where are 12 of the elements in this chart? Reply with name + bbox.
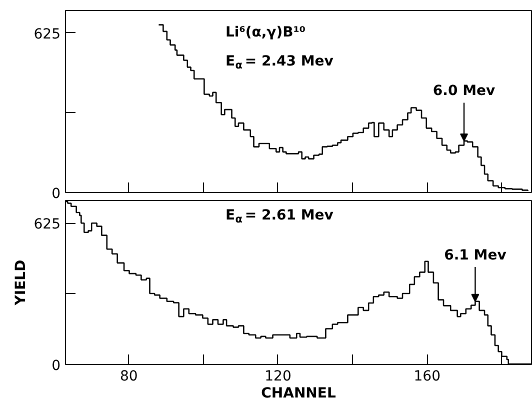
annotation: 6.1 Mev bbox=[444, 248, 506, 264]
x-axis-title: CHANNEL bbox=[261, 386, 336, 402]
y-axis-title: YIELD bbox=[12, 260, 29, 306]
y-tick-label: 0 bbox=[52, 186, 61, 202]
y-tick-label: 0 bbox=[52, 358, 61, 374]
x-tick-label: 80 bbox=[120, 368, 138, 384]
x-tick-label: 160 bbox=[414, 368, 440, 384]
annotation: 6.0 Mev bbox=[432, 83, 496, 100]
annotation: Li⁶(α,γ)B¹⁰ bbox=[226, 24, 306, 40]
y-tick-label: 625 bbox=[34, 26, 61, 42]
y-tick-label: 625 bbox=[34, 216, 61, 233]
x-tick-label: 120 bbox=[264, 368, 292, 384]
